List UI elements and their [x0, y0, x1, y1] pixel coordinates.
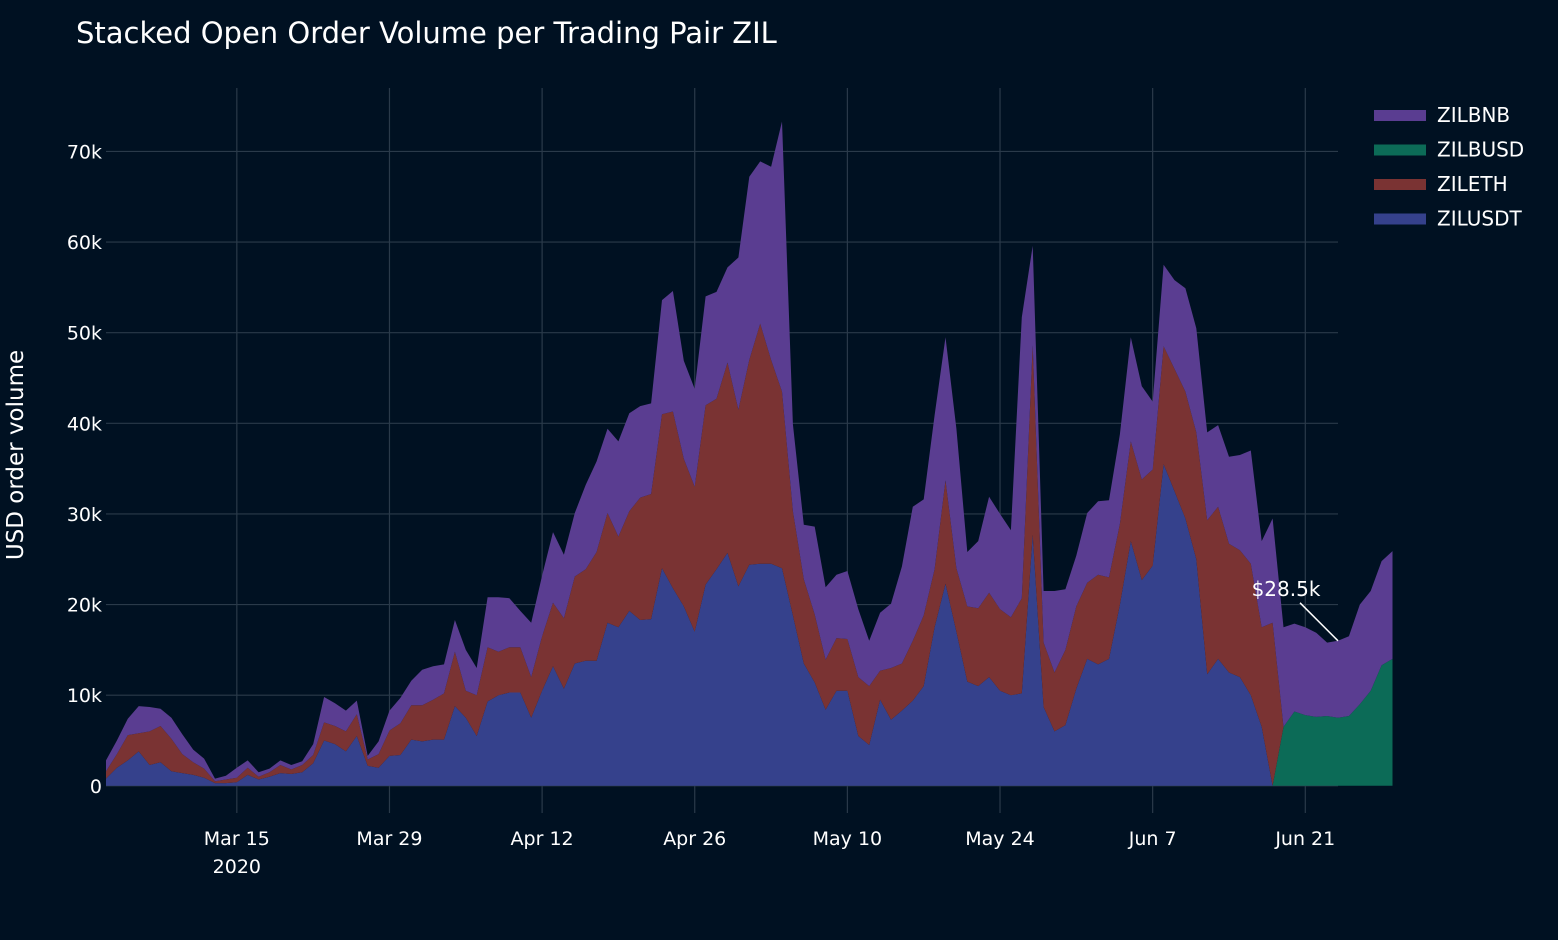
- area-zilbnb: [106, 121, 1393, 782]
- x-axis-ticks: Mar 15 2020 Mar 29 Apr 12 Apr 26 May 10 May 24…: [204, 828, 1335, 878]
- y-tick-label: 40k: [67, 413, 102, 435]
- legend-label-zilusdt: ZILUSDT: [1437, 207, 1522, 231]
- legend-swatch-zilbnb: [1374, 110, 1426, 121]
- y-tick-label: 10k: [67, 685, 102, 707]
- area-zilusdt: [106, 464, 1393, 786]
- legend-label-zilbnb: ZILBNB: [1437, 103, 1510, 127]
- chart-title: Stacked Open Order Volume per Trading Pa…: [76, 16, 777, 50]
- area-zileth: [106, 323, 1393, 786]
- annotation-arrow: [1299, 602, 1339, 642]
- y-tick-label: 50k: [67, 323, 102, 345]
- y-axis-label: USD order volume: [3, 350, 29, 560]
- legend-swatch-zileth: [1374, 179, 1426, 190]
- x-tick-label: Jun 7: [1128, 828, 1177, 850]
- annotation-label: $28.5k: [1252, 577, 1321, 601]
- x-tick-label: May 24: [965, 828, 1035, 850]
- x-tick-label: Mar 15: [204, 828, 270, 850]
- last-value-annotation: $28.5k: [1252, 577, 1339, 642]
- x-tick-label: May 10: [813, 828, 883, 850]
- x-tick-label: Jun 21: [1274, 828, 1335, 850]
- x-tick-year-label: 2020: [213, 856, 261, 878]
- y-tick-label: 30k: [67, 504, 102, 526]
- x-tick-label: Apr 12: [511, 828, 574, 850]
- legend-label-zileth: ZILETH: [1437, 172, 1508, 196]
- series-areas: [106, 121, 1393, 786]
- y-tick-label: 0: [90, 776, 102, 798]
- y-axis-ticks: 0 10k 20k 30k 40k 50k 60k 70k: [67, 141, 102, 797]
- x-tick-label: Mar 29: [356, 828, 422, 850]
- y-tick-label: 70k: [67, 141, 102, 163]
- y-tick-label: 60k: [67, 232, 102, 254]
- y-tick-label: 20k: [67, 595, 102, 617]
- legend: ZILBNB ZILBUSD ZILETH ZILUSDT: [1374, 103, 1524, 231]
- x-tick-label: Apr 26: [663, 828, 726, 850]
- legend-label-zilbusd: ZILBUSD: [1437, 138, 1524, 162]
- legend-swatch-zilbusd: [1374, 144, 1426, 156]
- legend-swatch-zilusdt: [1374, 213, 1426, 225]
